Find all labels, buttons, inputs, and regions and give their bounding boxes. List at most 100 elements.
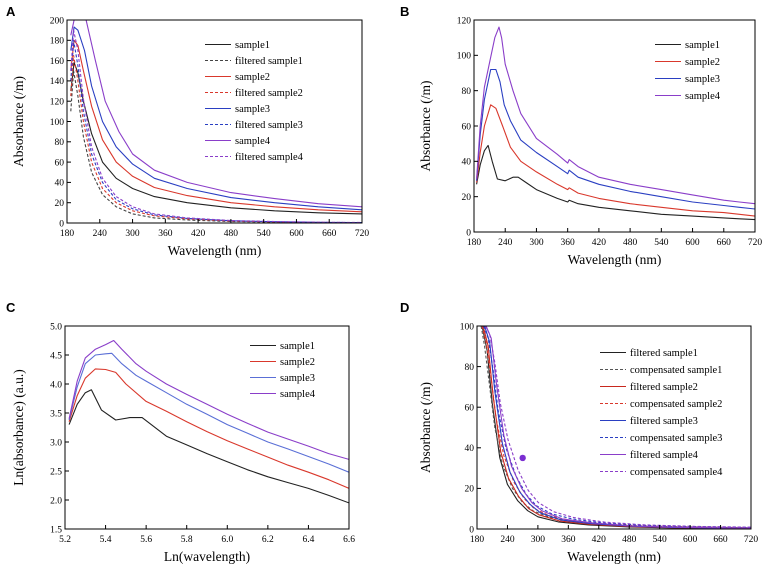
x-tick-label-a-2: 300 [125,229,140,239]
legend-label-c-1: sample1 [280,341,315,352]
y-tick-label-b-0: 0 [466,228,471,238]
y-axis-label-c: Ln(absorbance) (a.u.) [11,369,26,486]
series-line-d-5 [484,326,751,529]
x-tick-label-a-0: 180 [60,229,75,239]
y-tick-label-c-0: 1.5 [50,525,62,535]
legend-label-a-3: sample2 [235,72,270,83]
x-tick-label-d-0: 180 [470,535,485,545]
series-line-a-3 [70,39,362,213]
series-group-b [476,26,755,221]
series-line-a-7 [70,20,362,208]
plot-frame-d [476,325,752,530]
legend-label-c-3: sample3 [280,373,315,384]
y-axis-label-d: Absorbance (/m) [418,382,433,473]
y-tick-label-d-1: 20 [465,485,475,495]
series-line-d-4 [481,326,751,529]
series-line-d-7 [485,326,751,529]
y-tick-label-c-2: 2.5 [50,467,62,477]
x-tick-label-d-8: 660 [713,535,728,545]
legend-label-a-8: filtered sample4 [235,152,304,163]
x-tick-label-d-4: 420 [592,535,607,545]
y-axis-label-a: Absorbance (/m) [11,76,26,167]
y-tick-label-c-4: 3.5 [50,409,62,419]
y-tick-label-c-6: 4.5 [50,351,62,361]
y-tick-label-c-1: 2.0 [50,496,62,506]
x-tick-label-c-3: 5.8 [181,535,193,545]
x-tick-label-b-6: 540 [654,238,669,248]
x-tick-label-d-7: 600 [683,535,698,545]
panel-c: C 5.2 5.4 5.6 5.8 6.0 6.2 6.4 6.6 1.5 2.0 2.5 3.0 3.5… [6,300,355,564]
legend-label-b-4: sample4 [685,91,721,102]
legend-label-b-3: sample3 [685,74,720,85]
x-tick-label-b-4: 420 [592,238,607,248]
x-tick-label-b-8: 660 [717,238,732,248]
legend-label-a-1: sample1 [235,40,270,51]
y-tick-label-b-4: 80 [462,87,472,97]
legend-label-a-5: sample3 [235,104,270,115]
y-tick-label-c-5: 4.0 [50,380,62,390]
x-tick-label-b-9: 720 [748,238,763,248]
y-tick-label-a-4: 80 [55,138,65,148]
y-tick-label-b-3: 60 [462,122,472,132]
legend-label-d-4: compensated sample2 [630,399,722,410]
y-tick-label-d-5: 100 [460,322,475,332]
y-tick-label-a-9: 180 [50,37,65,47]
y-tick-label-a-0: 0 [59,219,64,229]
series-line-a-6 [70,39,362,223]
y-tick-label-a-1: 20 [55,199,65,209]
x-tick-label-c-1: 5.4 [100,535,112,545]
panel-letter-b: B [400,4,409,19]
x-tick-label-b-5: 480 [623,238,638,248]
series-group-c [68,339,349,504]
x-tick-label-d-6: 540 [653,535,668,545]
y-tick-label-d-2: 40 [465,444,475,454]
x-axis-label-b: Wavelength (nm) [568,252,662,267]
y-tick-label-d-0: 0 [469,525,474,535]
x-tick-label-d-3: 360 [561,535,576,545]
y-tick-label-c-7: 5.0 [50,322,62,332]
y-tick-label-a-3: 60 [55,158,65,168]
x-tick-label-b-7: 600 [685,238,700,248]
x-tick-label-c-6: 6.4 [302,535,314,545]
series-line-c-4 [68,339,349,460]
x-tick-label-d-1: 240 [500,535,515,545]
x-axis-label-a: Wavelength (nm) [168,243,262,258]
series-line-a-5 [70,26,362,211]
series-line-a-1 [70,62,362,215]
series-line-d-2 [480,326,751,529]
legend-label-b-1: sample1 [685,40,720,51]
legend-label-c-4: sample4 [280,389,316,400]
x-tick-label-a-8: 660 [322,229,337,239]
legend-c: sample1 sample2 sample3 sample4 [250,341,316,400]
panel-letter-c: C [6,300,16,315]
series-group-d [480,326,751,529]
x-tick-label-c-2: 5.6 [140,535,152,545]
plot-frame-c [64,325,350,530]
series-line-d-1 [481,326,751,529]
y-tick-label-a-10: 200 [50,16,65,26]
series-line-b-2 [476,104,755,217]
x-tick-label-a-6: 540 [257,229,272,239]
series-line-a-8 [70,29,362,223]
marker-point-d [519,454,526,462]
x-tick-label-c-4: 6.0 [221,535,233,545]
legend-label-d-7: filtered sample4 [630,450,699,461]
y-tick-label-c-3: 3.0 [50,438,62,448]
panel-a: A 180 240 300 360 420 480 540 600 660 720 0 20 40 60 80… [6,4,369,258]
legend-label-d-8: compensated sample4 [630,467,723,478]
x-tick-label-a-3: 360 [158,229,173,239]
legend-label-b-2: sample2 [685,57,720,68]
series-line-d-6 [483,326,751,528]
plot-frame-b [473,19,756,233]
series-line-b-1 [476,144,755,221]
x-tick-label-a-7: 600 [289,229,304,239]
x-tick-label-b-0: 180 [467,238,482,248]
legend-label-a-6: filtered sample3 [235,120,303,131]
legend-label-a-7: sample4 [235,136,271,147]
panel-letter-d: D [400,300,409,315]
legend-label-d-3: filtered sample2 [630,382,698,393]
panel-b: B 180 240 300 360 420 480 540 600 660 720 0 20 40 60 80… [400,4,762,267]
x-tick-label-d-5: 480 [622,535,637,545]
series-line-a-2 [70,70,362,223]
